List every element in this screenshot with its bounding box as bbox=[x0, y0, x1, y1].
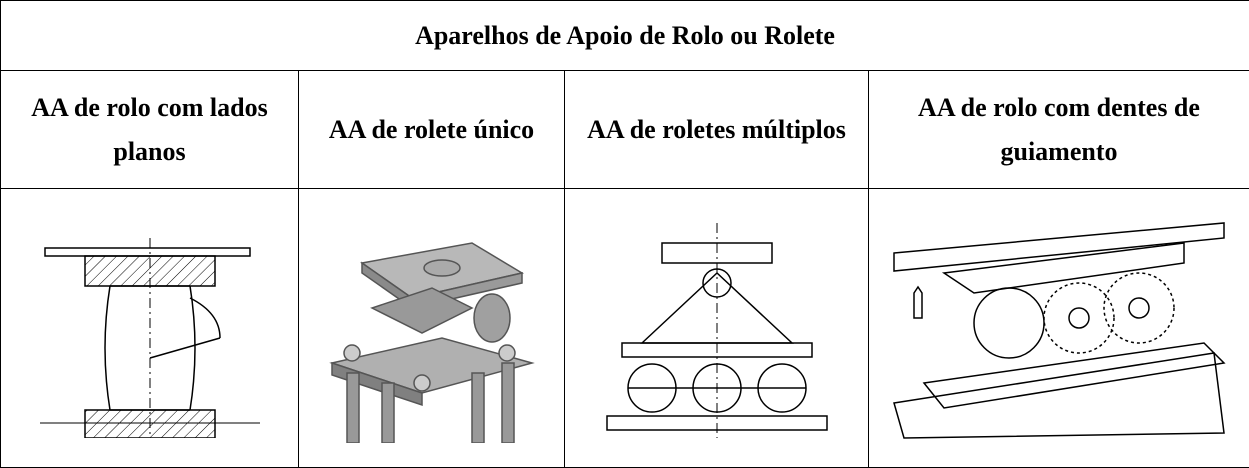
multiple-rollers-drawing bbox=[592, 213, 842, 443]
image-cell bbox=[1, 189, 299, 468]
single-roller-drawing bbox=[322, 213, 542, 443]
guided-roller-drawing bbox=[884, 213, 1234, 443]
column-header: AA de roletes múltiplos bbox=[565, 71, 869, 189]
column-header: AA de rolo com lados planos bbox=[1, 71, 299, 189]
column-header: AA de rolo com dentes de guiamento bbox=[869, 71, 1249, 189]
image-cell bbox=[565, 189, 869, 468]
column-header: AA de rolete único bbox=[299, 71, 565, 189]
image-cell bbox=[869, 189, 1249, 468]
image-cell bbox=[299, 189, 565, 468]
flat-roller-drawing bbox=[30, 218, 270, 438]
table-title: Aparelhos de Apoio de Rolo ou Rolete bbox=[1, 1, 1249, 71]
